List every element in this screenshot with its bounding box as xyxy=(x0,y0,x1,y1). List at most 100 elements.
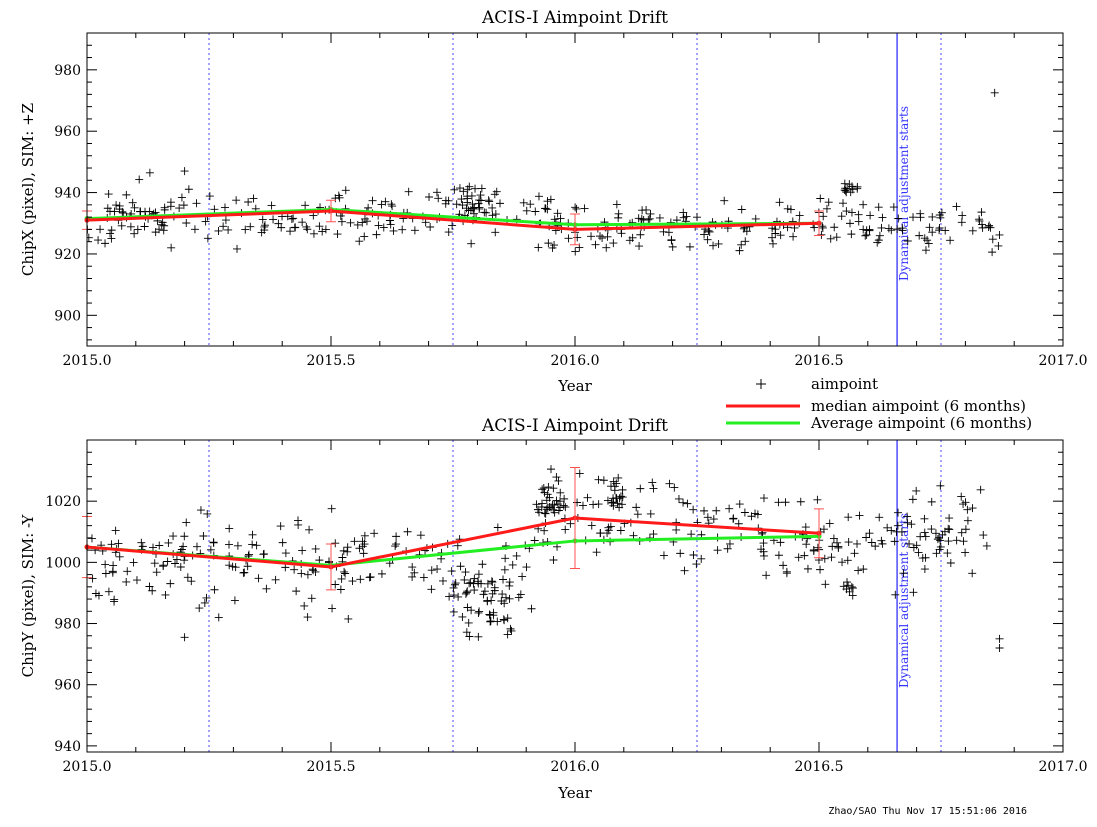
aimpoint-marker xyxy=(219,222,228,231)
aimpoint-marker xyxy=(501,554,510,563)
aimpoint-marker xyxy=(106,207,115,216)
aimpoint-marker xyxy=(543,197,552,206)
aimpoint-marker xyxy=(833,538,842,547)
aimpoint-marker xyxy=(454,592,463,601)
aimpoint-marker xyxy=(302,222,311,231)
aimpoint-marker xyxy=(747,512,756,521)
aimpoint-marker xyxy=(819,212,828,221)
aimpoint-marker xyxy=(129,558,138,567)
aimpoint-marker xyxy=(184,185,193,194)
aimpoint-marker xyxy=(434,194,443,203)
aimpoint-marker xyxy=(679,208,688,217)
aimpoint-marker xyxy=(267,201,276,210)
aimpoint-marker xyxy=(844,581,853,590)
aimpoint-marker xyxy=(498,590,507,599)
aimpoint-marker xyxy=(464,618,473,627)
y-tick-label: 980 xyxy=(54,617,81,633)
plot-panel-2: ACIS-I Aimpoint Drift Dynamical adjustmen… xyxy=(19,416,1088,802)
aimpoint-marker xyxy=(471,184,480,193)
aimpoint-marker xyxy=(346,218,355,227)
aimpoint-marker xyxy=(104,190,113,199)
aimpoint-marker xyxy=(927,497,936,506)
aimpoint-marker xyxy=(903,518,912,527)
aimpoint-marker xyxy=(781,498,790,507)
aimpoint-marker xyxy=(130,229,139,238)
aimpoint-marker xyxy=(195,604,204,613)
aimpoint-marker xyxy=(465,182,474,191)
aimpoint-marker xyxy=(140,222,149,231)
legend-label: Average aimpoint (6 months) xyxy=(810,414,1032,432)
aimpoint-marker xyxy=(982,541,991,550)
aimpoint-marker xyxy=(604,523,613,532)
aimpoint-marker xyxy=(540,526,549,535)
aimpoint-marker xyxy=(762,571,771,580)
aimpoint-marker xyxy=(928,228,937,237)
aimpoint-marker xyxy=(844,538,853,547)
aimpoint-marker xyxy=(287,214,296,223)
aimpoint-marker xyxy=(668,242,677,251)
aimpoint-marker xyxy=(336,211,345,220)
aimpoint-marker xyxy=(445,592,454,601)
aimpoint-marker xyxy=(751,214,760,223)
aimpoint-marker xyxy=(821,580,830,589)
aimpoint-marker xyxy=(795,211,804,220)
aimpoint-marker xyxy=(182,518,191,527)
aimpoint-marker xyxy=(303,570,312,579)
aimpoint-marker xyxy=(891,590,900,599)
aimpoint-marker xyxy=(859,200,868,209)
aimpoint-marker xyxy=(506,624,515,633)
aimpoint-marker xyxy=(477,184,486,193)
aimpoint-marker xyxy=(294,520,303,529)
x-tick-label: 2015.5 xyxy=(307,759,356,775)
aimpoint-marker xyxy=(179,201,188,210)
event-label: Dynamical adjustment starts xyxy=(897,513,911,688)
aimpoint-marker xyxy=(130,203,139,212)
aimpoint-marker xyxy=(893,521,902,530)
aimpoint-marker xyxy=(210,585,219,594)
median-error-bar xyxy=(814,508,824,559)
aimpoint-marker xyxy=(474,608,483,617)
aimpoint-marker xyxy=(841,184,850,193)
aimpoint-marker xyxy=(802,540,811,549)
aimpoint-marker xyxy=(610,482,619,491)
x-tick-label: 2017.0 xyxy=(1039,759,1088,775)
aimpoint-marker xyxy=(672,525,681,534)
aimpoint-marker xyxy=(286,227,295,236)
aimpoint-marker xyxy=(214,613,223,622)
aimpoint-marker xyxy=(591,240,600,249)
aimpoint-marker xyxy=(632,503,641,512)
aimpoint-marker xyxy=(599,476,608,485)
aimpoint-marker xyxy=(927,525,936,534)
aimpoint-marker xyxy=(842,207,851,216)
aimpoint-marker xyxy=(550,215,559,224)
aimpoint-marker xyxy=(994,241,1003,250)
aimpoint-marker xyxy=(845,219,854,228)
aimpoint-marker xyxy=(618,493,627,502)
aimpoint-marker xyxy=(158,218,167,227)
aimpoint-marker xyxy=(169,532,178,541)
aimpoint-marker xyxy=(572,204,581,213)
aimpoint-marker xyxy=(360,531,369,540)
aimpoint-marker xyxy=(816,565,825,574)
aimpoint-marker xyxy=(447,567,456,576)
aimpoint-marker xyxy=(452,200,461,209)
legend: aimpoint median aimpoint (6 months)Averag… xyxy=(726,375,1032,432)
aimpoint-marker xyxy=(514,593,523,602)
aimpoint-marker xyxy=(201,217,210,226)
aimpoint-marker xyxy=(172,555,181,564)
aimpoint-marker xyxy=(344,614,353,623)
aimpoint-marker xyxy=(782,567,791,576)
aimpoint-marker xyxy=(892,527,901,536)
aimpoint-marker xyxy=(180,633,189,642)
aimpoint-marker xyxy=(331,580,340,589)
aimpoint-marker xyxy=(961,525,970,534)
aimpoint-marker xyxy=(87,534,96,543)
aimpoint-marker xyxy=(444,196,453,205)
aimpoint-marker xyxy=(723,544,732,553)
aimpoint-marker xyxy=(837,212,846,221)
aimpoint-marker xyxy=(553,209,562,218)
aimpoint-marker xyxy=(542,496,551,505)
aimpoint-marker xyxy=(850,549,859,558)
aimpoint-marker xyxy=(522,206,531,215)
aimpoint-marker xyxy=(276,522,285,531)
